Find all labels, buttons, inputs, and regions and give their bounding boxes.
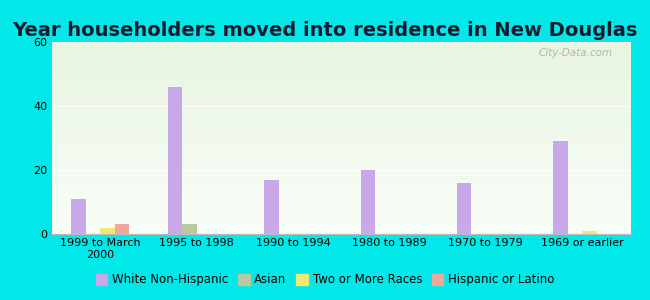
Bar xyxy=(457,183,471,234)
Text: City-Data.com: City-Data.com xyxy=(539,48,613,58)
Bar xyxy=(114,224,129,234)
Bar xyxy=(168,87,182,234)
Bar xyxy=(100,228,114,234)
Legend: White Non-Hispanic, Asian, Two or More Races, Hispanic or Latino: White Non-Hispanic, Asian, Two or More R… xyxy=(91,269,559,291)
Bar xyxy=(361,170,375,234)
Bar xyxy=(182,224,196,234)
Bar xyxy=(72,199,86,234)
Text: Year householders moved into residence in New Douglas: Year householders moved into residence i… xyxy=(12,21,638,40)
Bar xyxy=(264,180,279,234)
Bar xyxy=(582,231,597,234)
Bar xyxy=(553,141,568,234)
